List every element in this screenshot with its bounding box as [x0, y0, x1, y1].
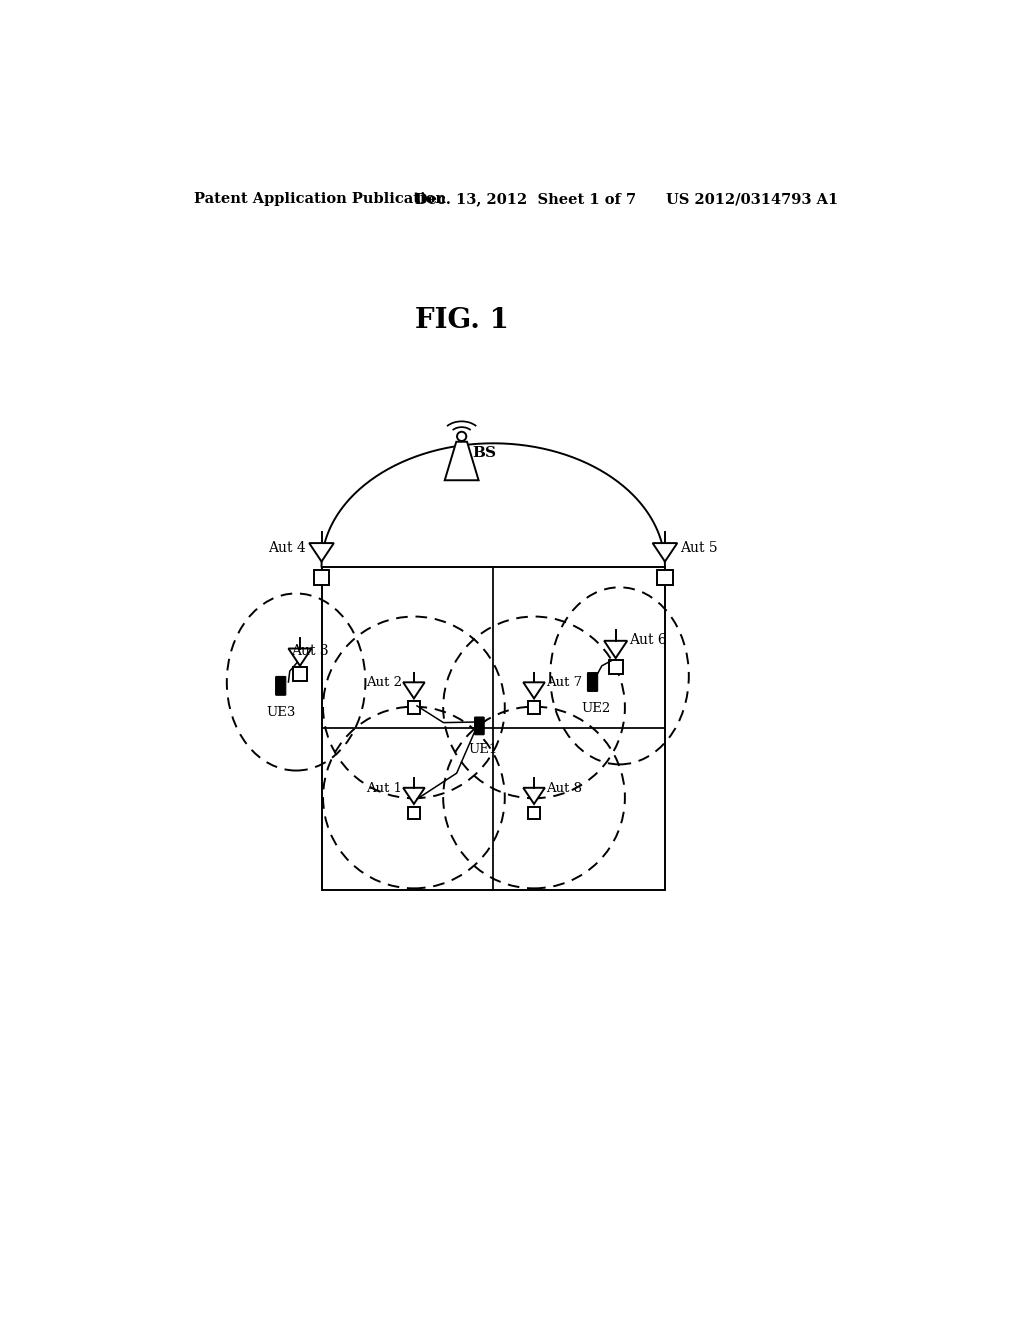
Polygon shape: [528, 807, 541, 818]
Polygon shape: [289, 648, 311, 665]
Polygon shape: [523, 682, 545, 698]
Polygon shape: [408, 701, 420, 714]
Text: Aut 7: Aut 7: [546, 676, 582, 689]
Polygon shape: [444, 442, 478, 480]
Polygon shape: [408, 807, 420, 818]
Text: Aut 3: Aut 3: [291, 644, 329, 659]
Text: Dec. 13, 2012  Sheet 1 of 7: Dec. 13, 2012 Sheet 1 of 7: [416, 193, 637, 206]
Text: Aut 1: Aut 1: [367, 781, 402, 795]
FancyBboxPatch shape: [275, 676, 286, 696]
Text: BS: BS: [472, 446, 497, 459]
Polygon shape: [403, 682, 425, 698]
Text: UE1: UE1: [469, 743, 498, 756]
Polygon shape: [652, 543, 677, 561]
Polygon shape: [657, 570, 673, 585]
Text: Aut 8: Aut 8: [546, 781, 582, 795]
Text: FIG. 1: FIG. 1: [415, 306, 509, 334]
FancyBboxPatch shape: [474, 717, 484, 735]
Circle shape: [457, 432, 466, 441]
Polygon shape: [293, 668, 307, 681]
Text: Aut 6: Aut 6: [630, 632, 668, 647]
FancyBboxPatch shape: [588, 673, 598, 692]
Polygon shape: [313, 570, 330, 585]
Text: Aut 4: Aut 4: [268, 541, 306, 554]
Text: UE3: UE3: [266, 706, 295, 719]
Text: Patent Application Publication: Patent Application Publication: [194, 193, 445, 206]
Polygon shape: [604, 640, 628, 659]
Text: Aut 2: Aut 2: [367, 676, 402, 689]
Polygon shape: [309, 543, 334, 561]
Polygon shape: [403, 788, 425, 804]
Text: Aut 5: Aut 5: [680, 541, 718, 554]
Polygon shape: [523, 788, 545, 804]
Polygon shape: [608, 660, 623, 673]
Text: UE2: UE2: [582, 702, 611, 715]
Polygon shape: [528, 701, 541, 714]
Text: US 2012/0314793 A1: US 2012/0314793 A1: [666, 193, 838, 206]
